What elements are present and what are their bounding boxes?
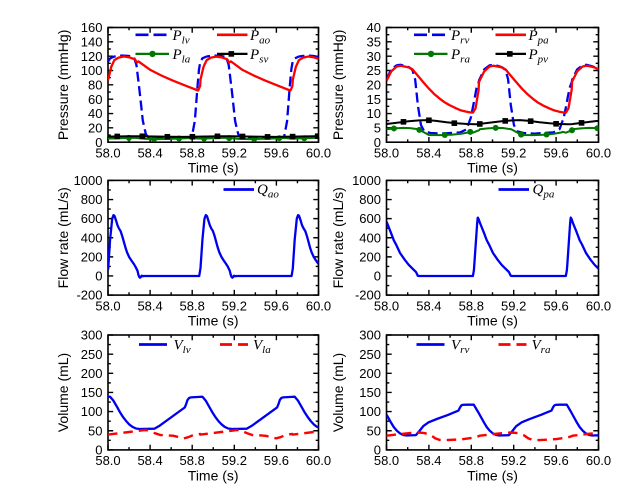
svg-text:50: 50 <box>367 423 381 438</box>
svg-text:200: 200 <box>359 366 381 381</box>
svg-text:160: 160 <box>81 20 103 35</box>
svg-text:100: 100 <box>81 63 103 78</box>
svg-text:20: 20 <box>88 121 102 136</box>
svg-text:10: 10 <box>367 106 381 121</box>
svg-text:0: 0 <box>95 443 102 458</box>
svg-text:80: 80 <box>88 77 102 92</box>
svg-text:0: 0 <box>95 135 102 150</box>
svg-text:15: 15 <box>367 92 381 107</box>
svg-text:58.0: 58.0 <box>95 298 120 313</box>
svg-text:Volume (mL): Volume (mL) <box>55 353 71 432</box>
svg-text:Time (s): Time (s) <box>467 313 518 329</box>
svg-text:0: 0 <box>374 269 381 284</box>
svg-text:600: 600 <box>81 211 103 226</box>
svg-text:Time (s): Time (s) <box>467 467 518 483</box>
svg-text:800: 800 <box>359 192 381 207</box>
svg-text:60.0: 60.0 <box>586 453 611 468</box>
svg-text:300: 300 <box>359 328 381 343</box>
svg-text:60.0: 60.0 <box>586 298 611 313</box>
svg-text:35: 35 <box>367 34 381 49</box>
svg-text:60: 60 <box>88 92 102 107</box>
svg-text:140: 140 <box>81 34 103 49</box>
svg-text:58.4: 58.4 <box>137 146 162 161</box>
svg-text:250: 250 <box>81 347 103 362</box>
svg-text:58.4: 58.4 <box>416 146 441 161</box>
svg-text:58.8: 58.8 <box>459 298 484 313</box>
svg-text:Pressure (mmHg): Pressure (mmHg) <box>55 30 71 140</box>
svg-text:-200: -200 <box>76 288 102 303</box>
svg-text:120: 120 <box>81 49 103 64</box>
svg-text:58.0: 58.0 <box>374 453 399 468</box>
svg-text:Time (s): Time (s) <box>467 160 518 176</box>
svg-text:0: 0 <box>95 269 102 284</box>
svg-text:Flow rate (mL/s): Flow rate (mL/s) <box>55 187 71 288</box>
svg-text:58.8: 58.8 <box>459 453 484 468</box>
svg-text:200: 200 <box>81 366 103 381</box>
svg-text:59.6: 59.6 <box>543 298 568 313</box>
svg-text:800: 800 <box>81 192 103 207</box>
svg-text:59.2: 59.2 <box>222 453 247 468</box>
svg-text:Time (s): Time (s) <box>188 313 239 329</box>
svg-text:58.8: 58.8 <box>180 146 205 161</box>
svg-text:40: 40 <box>88 106 102 121</box>
svg-text:Volume (mL): Volume (mL) <box>330 353 346 432</box>
svg-text:58.8: 58.8 <box>180 453 205 468</box>
svg-text:50: 50 <box>88 423 102 438</box>
svg-text:59.6: 59.6 <box>264 146 289 161</box>
svg-text:58.4: 58.4 <box>137 298 162 313</box>
svg-text:25: 25 <box>367 63 381 78</box>
svg-text:0: 0 <box>374 135 381 150</box>
svg-text:60.0: 60.0 <box>306 298 331 313</box>
svg-text:58.0: 58.0 <box>95 146 120 161</box>
svg-text:250: 250 <box>359 347 381 362</box>
svg-text:58.4: 58.4 <box>416 453 441 468</box>
svg-text:100: 100 <box>359 404 381 419</box>
svg-text:Flow rate (mL/s): Flow rate (mL/s) <box>330 187 346 288</box>
svg-text:150: 150 <box>81 385 103 400</box>
svg-text:59.2: 59.2 <box>501 146 526 161</box>
svg-text:59.2: 59.2 <box>501 298 526 313</box>
svg-text:200: 200 <box>81 250 103 265</box>
svg-text:60.0: 60.0 <box>586 146 611 161</box>
svg-text:400: 400 <box>359 230 381 245</box>
svg-text:40: 40 <box>367 20 381 35</box>
svg-text:Time (s): Time (s) <box>188 160 239 176</box>
svg-text:58.0: 58.0 <box>374 298 399 313</box>
svg-text:300: 300 <box>81 328 103 343</box>
svg-text:Pressure (mmHg): Pressure (mmHg) <box>330 30 346 140</box>
svg-text:59.2: 59.2 <box>222 298 247 313</box>
svg-text:400: 400 <box>81 230 103 245</box>
svg-text:59.6: 59.6 <box>264 298 289 313</box>
svg-text:58.0: 58.0 <box>95 453 120 468</box>
svg-text:59.2: 59.2 <box>501 453 526 468</box>
svg-text:58.8: 58.8 <box>180 298 205 313</box>
svg-text:600: 600 <box>359 211 381 226</box>
svg-text:59.6: 59.6 <box>543 453 568 468</box>
svg-text:200: 200 <box>359 250 381 265</box>
svg-text:59.2: 59.2 <box>222 146 247 161</box>
svg-text:5: 5 <box>374 121 381 136</box>
svg-text:100: 100 <box>81 404 103 419</box>
svg-text:59.6: 59.6 <box>264 453 289 468</box>
svg-text:-200: -200 <box>355 288 381 303</box>
svg-text:0: 0 <box>374 443 381 458</box>
svg-text:20: 20 <box>367 77 381 92</box>
svg-text:58.0: 58.0 <box>374 146 399 161</box>
svg-text:60.0: 60.0 <box>306 146 331 161</box>
svg-text:58.4: 58.4 <box>416 298 441 313</box>
svg-text:60.0: 60.0 <box>306 453 331 468</box>
svg-text:1000: 1000 <box>74 173 103 188</box>
svg-text:59.6: 59.6 <box>543 146 568 161</box>
svg-text:1000: 1000 <box>352 173 381 188</box>
svg-text:30: 30 <box>367 49 381 64</box>
svg-text:Time (s): Time (s) <box>188 467 239 483</box>
svg-text:58.4: 58.4 <box>137 453 162 468</box>
svg-text:58.8: 58.8 <box>459 146 484 161</box>
svg-text:150: 150 <box>359 385 381 400</box>
